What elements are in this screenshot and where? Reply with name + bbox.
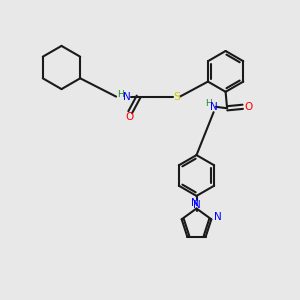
Text: S: S: [173, 92, 180, 102]
Text: N: N: [214, 212, 222, 222]
Text: N: N: [191, 198, 199, 208]
Text: O: O: [125, 112, 134, 122]
Text: H: H: [117, 90, 123, 99]
Text: H: H: [205, 99, 212, 108]
Text: O: O: [244, 102, 252, 112]
Text: N: N: [210, 102, 218, 112]
Text: N: N: [193, 200, 200, 211]
Text: N: N: [123, 92, 131, 102]
